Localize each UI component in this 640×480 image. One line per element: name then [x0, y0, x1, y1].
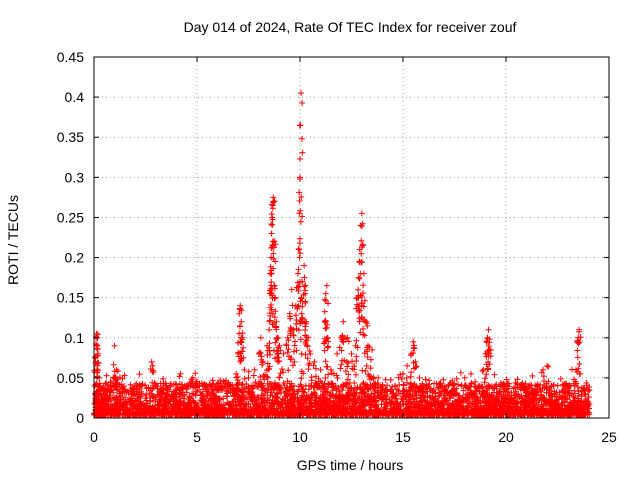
roti-chart: 0 5 10 15 20 2500.050.10.150.20.250.30.350.40…	[0, 0, 640, 480]
